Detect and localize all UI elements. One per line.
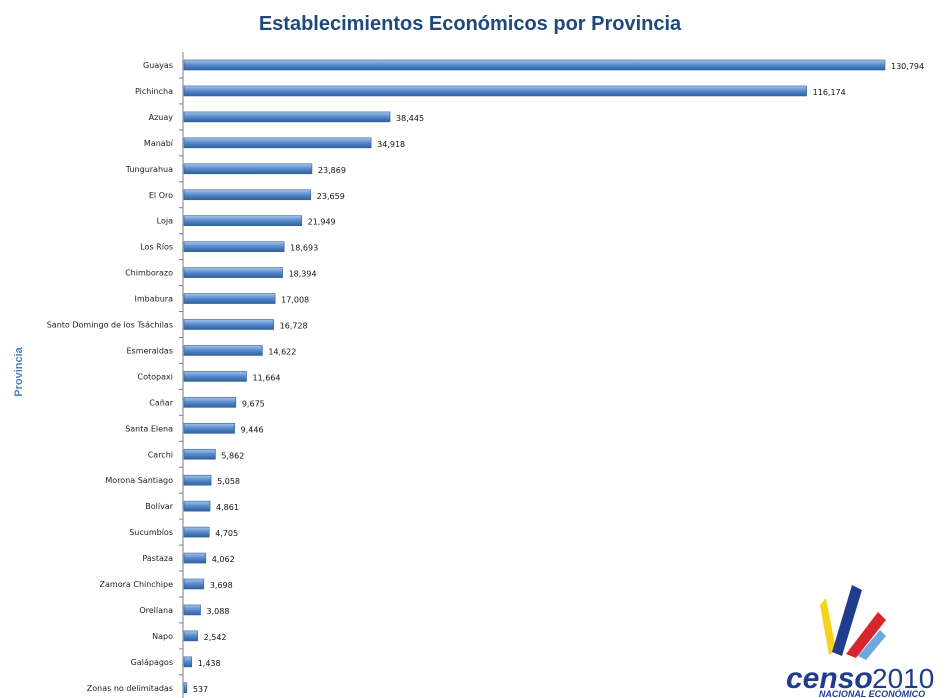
value-label: 21,949 <box>308 218 336 227</box>
bar <box>183 215 302 226</box>
value-label: 16,728 <box>280 322 308 331</box>
bar <box>183 189 312 201</box>
value-label: 23,869 <box>318 166 346 175</box>
value-label: 4,705 <box>215 529 238 538</box>
category-label: Zonas no delimitadas <box>87 684 173 693</box>
bar <box>183 163 313 175</box>
value-label: 38,445 <box>396 114 424 123</box>
category-label: El Oro <box>149 191 173 200</box>
bar <box>183 682 188 694</box>
bar <box>183 397 237 408</box>
logo-blue-stripe <box>832 585 862 656</box>
category-label: Azuay <box>149 113 174 122</box>
value-label: 18,693 <box>290 244 318 253</box>
value-label: 1,438 <box>198 659 221 668</box>
bar <box>183 448 216 460</box>
bar <box>183 59 886 71</box>
bar <box>183 578 205 590</box>
value-label: 18,394 <box>289 270 317 279</box>
bar <box>183 111 391 123</box>
chart-title: Establecimientos Económicos por Provinci… <box>259 13 682 35</box>
bar <box>183 474 212 486</box>
logo-word: censo <box>786 662 873 695</box>
value-label: 11,664 <box>253 373 281 382</box>
bar <box>183 85 807 97</box>
bar <box>183 630 198 642</box>
logo-year: 2010 <box>872 663 934 694</box>
bars-group <box>183 59 886 694</box>
category-label: Zamora Chinchipe <box>100 580 174 589</box>
category-label: Chimborazo <box>125 269 173 278</box>
bar <box>183 656 193 668</box>
bar <box>183 526 210 538</box>
category-label: Bolívar <box>145 502 173 511</box>
value-labels-group: 130,794 116,174 38,445 34,918 23,869 23,659 21… <box>193 62 924 694</box>
bar <box>183 241 285 252</box>
value-label: 4,861 <box>216 503 239 512</box>
value-label: 9,675 <box>242 399 265 408</box>
category-label: Pichincha <box>135 87 173 96</box>
category-label: Loja <box>157 217 173 226</box>
value-label: 14,622 <box>268 347 296 356</box>
value-label: 34,918 <box>377 140 405 149</box>
value-label: 23,659 <box>317 192 345 201</box>
category-label: Santo Domingo de los Tsáchilas <box>47 321 173 330</box>
bar <box>183 422 235 434</box>
category-label: Tungurahua <box>125 165 173 174</box>
logo-red-stripe <box>846 612 886 658</box>
value-label: 130,794 <box>891 62 924 71</box>
category-label: Cañar <box>149 398 173 407</box>
category-label: Imbabura <box>135 295 174 304</box>
value-label: 3,088 <box>207 607 230 616</box>
logo-lightblue-stripe <box>858 630 886 660</box>
bar <box>183 500 211 512</box>
value-label: 9,446 <box>241 425 264 434</box>
category-label: Orellana <box>139 606 173 615</box>
value-label: 17,008 <box>281 296 309 305</box>
category-label: Manabí <box>144 139 174 148</box>
bar <box>183 267 283 278</box>
bar <box>183 552 207 564</box>
value-label: 3,698 <box>210 581 233 590</box>
category-label: Los Ríos <box>140 243 173 252</box>
category-label: Santa Elena <box>125 424 173 433</box>
bar <box>183 371 247 382</box>
category-label: Carchi <box>148 450 173 459</box>
category-label: Galápagos <box>131 658 173 667</box>
logo-yellow-stripe <box>820 598 836 655</box>
category-label: Cotopaxi <box>138 372 173 381</box>
category-label: Guayas <box>143 61 173 70</box>
value-label: 116,174 <box>813 88 846 97</box>
category-label: Napo <box>152 632 173 641</box>
value-label: 537 <box>193 685 208 694</box>
y-axis-title: Provincia <box>13 346 25 396</box>
censo-logo: censo 2010 NACIONAL ECONÓMICO <box>786 585 934 698</box>
value-label: 2,542 <box>204 633 227 642</box>
category-label: Esmeraldas <box>127 346 174 355</box>
logo-subtitle: NACIONAL ECONÓMICO <box>819 688 925 698</box>
category-label: Sucumbíos <box>129 528 173 537</box>
bar <box>183 604 201 616</box>
bar <box>183 319 274 330</box>
bar <box>183 293 276 304</box>
category-label: Morona Santiago <box>105 476 173 485</box>
bar <box>183 137 372 149</box>
value-label: 4,062 <box>212 555 235 564</box>
value-label: 5,862 <box>221 451 244 460</box>
category-labels-group: Guayas Pichincha Azuay Manabí Tungurahua El O… <box>47 61 183 693</box>
category-label: Pastaza <box>142 554 173 563</box>
bar <box>183 345 263 356</box>
value-label: 5,058 <box>217 477 240 486</box>
